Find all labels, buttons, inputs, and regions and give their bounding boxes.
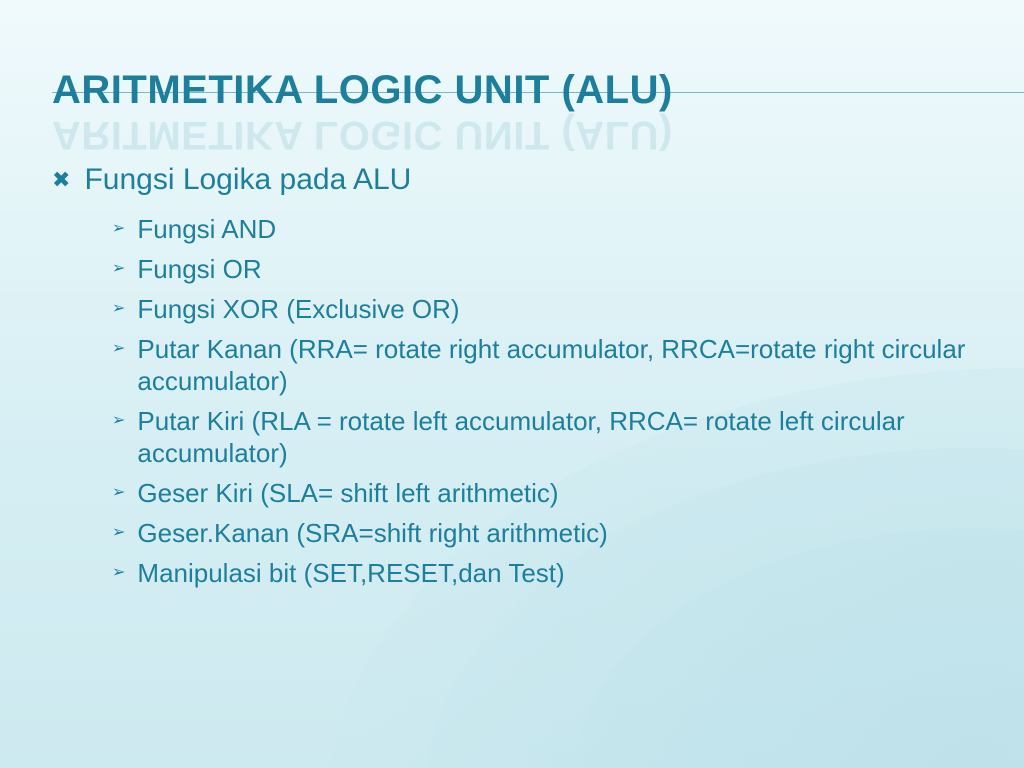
list-item-level2: ➢ Putar Kiri (RLA = rotate left accumula…	[112, 405, 972, 469]
list-item-level2: ➢ Putar Kanan (RRA= rotate right accumul…	[112, 333, 972, 397]
x-bullet-icon: ✖	[52, 163, 70, 197]
chevron-bullet-icon: ➢	[112, 477, 125, 509]
slide-title-reflection: ARITMETIKA LOGIC UNIT (ALU)	[52, 112, 673, 157]
list-item-level2: ➢ Geser.Kanan (SRA=shift right arithmeti…	[112, 517, 972, 549]
list-item-text: Fungsi OR	[137, 253, 261, 285]
list-item-text: Geser.Kanan (SRA=shift right arithmetic)	[137, 517, 607, 549]
list-item-level2: ➢ Manipulasi bit (SET,RESET,dan Test)	[112, 557, 972, 589]
sublist: ➢ Fungsi AND ➢ Fungsi OR ➢ Fungsi XOR (E…	[52, 213, 972, 589]
list-item-level2: ➢ Geser Kiri (SLA= shift left arithmetic…	[112, 477, 972, 509]
slide-title: ARITMETIKA LOGIC UNIT (ALU)	[52, 68, 972, 113]
title-block: ARITMETIKA LOGIC UNIT (ALU) ARITMETIKA L…	[52, 68, 972, 123]
content-block: ✖ Fungsi Logika pada ALU ➢ Fungsi AND ➢ …	[52, 163, 972, 589]
list-item-text: Putar Kanan (RRA= rotate right accumulat…	[137, 333, 972, 397]
list-item-level2: ➢ Fungsi XOR (Exclusive OR)	[112, 293, 972, 325]
chevron-bullet-icon: ➢	[112, 213, 125, 245]
list-item-text: Fungsi AND	[137, 213, 276, 245]
list-item-level1: ✖ Fungsi Logika pada ALU	[52, 163, 972, 197]
list-item-text: Fungsi Logika pada ALU	[84, 163, 411, 197]
list-item-text: Putar Kiri (RLA = rotate left accumulato…	[137, 405, 972, 469]
chevron-bullet-icon: ➢	[112, 517, 125, 549]
chevron-bullet-icon: ➢	[112, 557, 125, 589]
list-item-text: Geser Kiri (SLA= shift left arithmetic)	[137, 477, 558, 509]
list-item-level2: ➢ Fungsi AND	[112, 213, 972, 245]
slide: ARITMETIKA LOGIC UNIT (ALU) ARITMETIKA L…	[0, 0, 1024, 768]
list-item-text: Fungsi XOR (Exclusive OR)	[137, 293, 459, 325]
list-item-text: Manipulasi bit (SET,RESET,dan Test)	[137, 557, 564, 589]
chevron-bullet-icon: ➢	[112, 293, 125, 325]
chevron-bullet-icon: ➢	[112, 253, 125, 285]
chevron-bullet-icon: ➢	[112, 333, 125, 365]
chevron-bullet-icon: ➢	[112, 405, 125, 437]
list-item-level2: ➢ Fungsi OR	[112, 253, 972, 285]
